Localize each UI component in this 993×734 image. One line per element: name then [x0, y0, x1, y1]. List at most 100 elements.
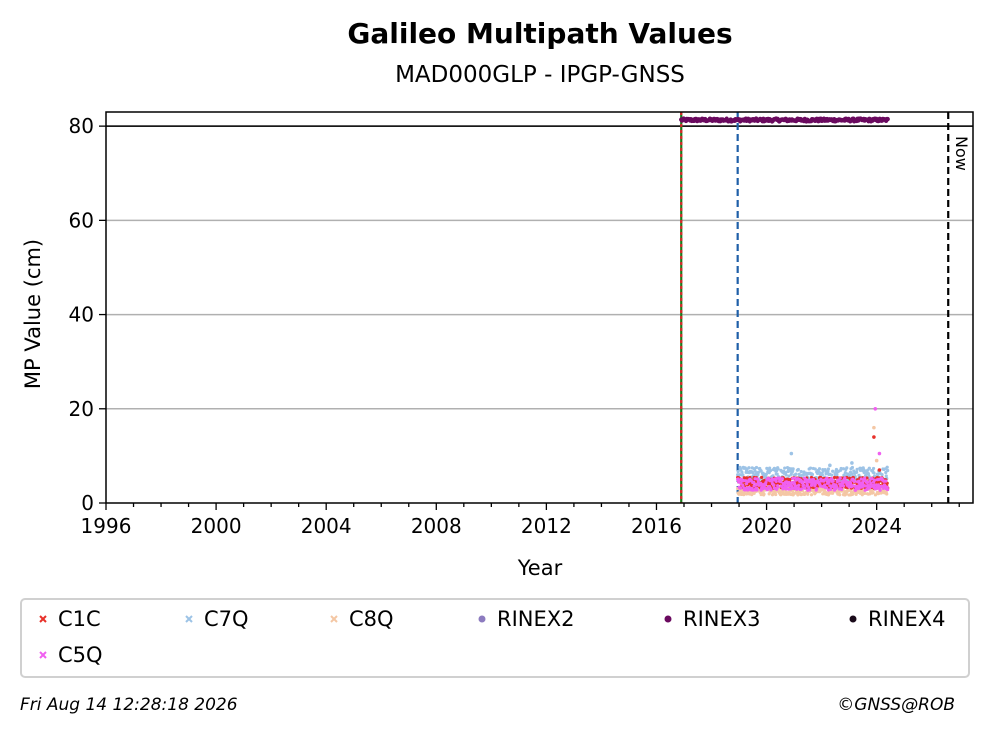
- data-point: [779, 480, 783, 484]
- data-point: [850, 461, 854, 465]
- data-point: [845, 466, 849, 470]
- legend-marker: [478, 615, 486, 623]
- data-point: [830, 473, 834, 477]
- data-point: [801, 483, 806, 487]
- chart-title: Galileo Multipath Values: [347, 17, 732, 50]
- data-point: [871, 466, 876, 471]
- data-point: [780, 477, 784, 481]
- legend-box: [20, 598, 970, 678]
- data-point: [825, 476, 829, 480]
- data-point: [852, 479, 856, 484]
- x-axis-label: Year: [517, 556, 563, 580]
- now-label: Now: [952, 136, 971, 171]
- data-point: [873, 493, 878, 497]
- legend-entry-rinex4: RINEX4: [849, 607, 946, 631]
- data-point: [765, 488, 769, 492]
- data-point: [866, 471, 870, 476]
- data-point: [885, 116, 890, 122]
- legend-entry-c7q: C7Q: [185, 607, 249, 631]
- legend-label: RINEX2: [497, 607, 575, 631]
- y-tick-label: 0: [81, 491, 94, 515]
- data-point: [859, 477, 863, 481]
- data-point: [841, 484, 846, 488]
- data-point: [884, 474, 888, 478]
- legend-label: C5Q: [58, 643, 103, 667]
- data-point: [759, 469, 763, 473]
- data-point: [803, 486, 807, 490]
- data-point: [871, 490, 875, 495]
- data-point: [839, 487, 844, 492]
- data-point: [877, 468, 882, 472]
- data-point: [815, 487, 819, 491]
- data-point: [878, 488, 882, 492]
- data-point: [769, 488, 773, 492]
- data-point: [872, 435, 876, 439]
- data-point: [760, 475, 764, 479]
- chart-subtitle: MAD000GLP - IPGP-GNSS: [395, 62, 685, 88]
- data-point: [755, 488, 759, 492]
- legend-marker: [664, 615, 672, 623]
- data-point: [880, 472, 884, 477]
- data-point: [819, 488, 823, 492]
- data-point: [775, 487, 779, 491]
- data-point: [831, 469, 835, 473]
- data-point: [745, 481, 749, 486]
- data-point: [800, 480, 805, 484]
- data-point: [865, 480, 870, 485]
- data-point: [754, 465, 759, 470]
- data-point: [855, 467, 859, 471]
- data-point: [784, 471, 788, 475]
- data-point: [869, 481, 873, 485]
- data-point: [752, 480, 756, 484]
- y-tick-label: 40: [69, 303, 94, 327]
- data-point: [886, 487, 890, 492]
- data-point: [784, 473, 788, 477]
- legend-label: C1C: [58, 607, 101, 631]
- legend-marker: [185, 615, 193, 623]
- series-rinex3: [679, 116, 890, 124]
- data-point: [747, 466, 751, 470]
- x-tick-label: 2000: [191, 514, 242, 538]
- data-point: [742, 476, 746, 480]
- data-point: [870, 477, 874, 481]
- y-axis-label: MP Value (cm): [21, 239, 45, 389]
- data-point: [826, 467, 831, 471]
- data-point: [788, 478, 792, 482]
- data-point: [737, 473, 742, 477]
- legend-entry-rinex2: RINEX2: [478, 607, 575, 631]
- data-point: [789, 451, 794, 456]
- plot-frame: [105, 111, 974, 504]
- data-point: [808, 488, 812, 492]
- data-point: [834, 467, 839, 472]
- data-point: [872, 478, 877, 482]
- data-point: [813, 482, 817, 486]
- data-point: [820, 473, 824, 477]
- data-point: [744, 479, 748, 483]
- data-point: [807, 485, 811, 489]
- data-point: [808, 466, 813, 470]
- data-point: [792, 486, 796, 491]
- legend-marker: [849, 615, 857, 623]
- legend-label: RINEX4: [868, 607, 946, 631]
- data-point: [740, 470, 744, 474]
- data-point: [768, 468, 773, 473]
- y-tick-label: 20: [69, 397, 94, 421]
- legend-entry-c8q: C8Q: [330, 607, 394, 631]
- data-point: [753, 477, 757, 481]
- data-point: [872, 471, 876, 475]
- grid-lines: [106, 125, 973, 410]
- data-point: [776, 485, 780, 489]
- data-point: [863, 491, 867, 496]
- data-point: [863, 473, 868, 478]
- data-point: [850, 465, 855, 470]
- data-point: [841, 481, 845, 485]
- data-point: [832, 475, 837, 480]
- x-tick-label: 2016: [631, 514, 682, 538]
- data-point: [862, 468, 866, 472]
- legend-entry-c1c: C1C: [39, 607, 101, 631]
- data-point: [809, 493, 814, 497]
- data-point: [775, 472, 779, 476]
- data-point: [796, 467, 800, 472]
- data-point: [863, 476, 867, 480]
- data-point: [793, 484, 798, 488]
